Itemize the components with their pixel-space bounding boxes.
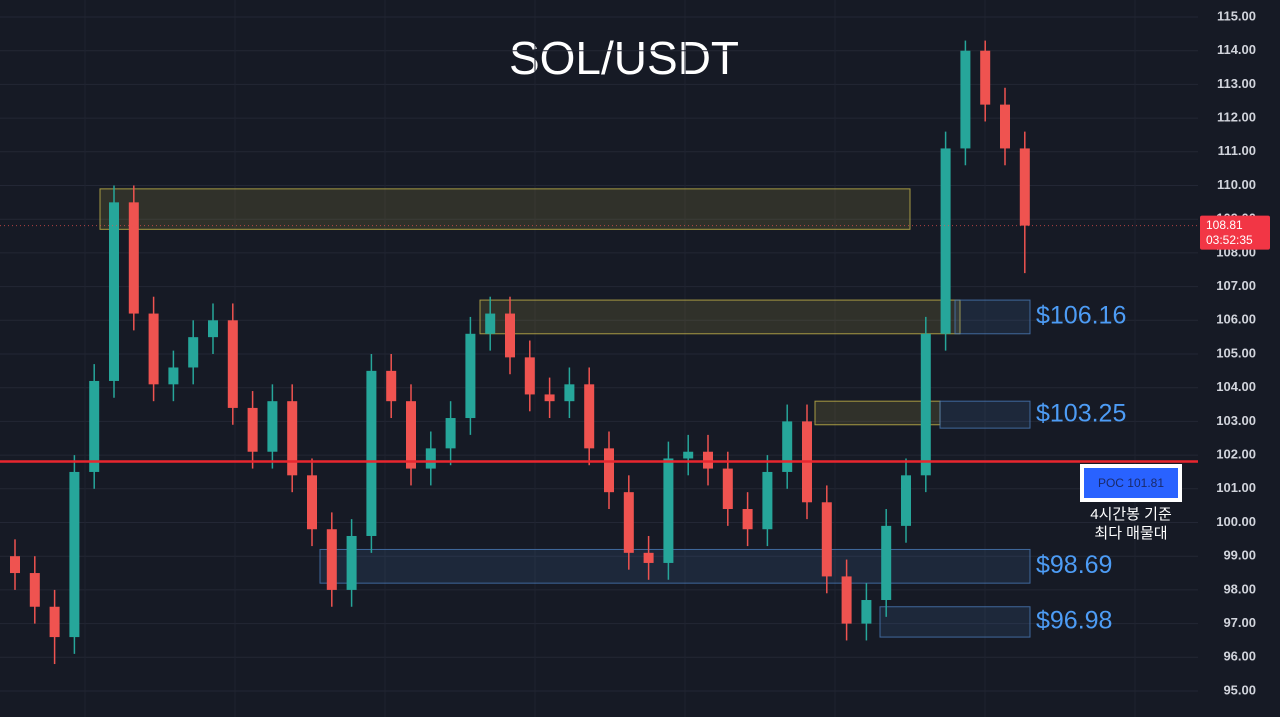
candle-body: [722, 468, 733, 510]
y-tick-label: 97.00: [1223, 615, 1256, 630]
candle-body: [1000, 104, 1010, 149]
zone: [954, 299, 1031, 335]
countdown-label: 03:52:35: [1206, 233, 1253, 247]
candle-body: [208, 320, 218, 338]
candle-body: [227, 320, 238, 408]
candle-body: [584, 384, 595, 449]
candle-body: [742, 509, 753, 530]
candle-body: [366, 370, 377, 536]
y-tick-label: 100.00: [1216, 514, 1256, 529]
poc-label: POC 101.81: [1098, 476, 1164, 490]
candle-body: [69, 471, 80, 638]
y-tick-label: 106.00: [1216, 312, 1256, 327]
candle-body: [386, 370, 397, 402]
zone-label: $96.98: [1036, 607, 1112, 635]
candle-body: [861, 600, 872, 624]
y-tick-label: 103.00: [1216, 413, 1256, 428]
candle-body: [287, 401, 298, 476]
last-price-box: [1200, 215, 1270, 250]
candle-body: [940, 148, 951, 334]
zone: [319, 548, 1031, 584]
candle-body: [643, 552, 654, 563]
y-tick-label: 110.00: [1217, 177, 1256, 192]
y-tick-label: 113.00: [1217, 76, 1256, 91]
candle-body: [920, 333, 931, 476]
candle-body: [980, 50, 991, 105]
zone: [479, 299, 961, 335]
candle-body: [564, 384, 575, 402]
candle-body: [307, 475, 317, 530]
candle-body: [604, 448, 614, 493]
candle-body: [524, 357, 535, 395]
candle-body: [10, 556, 20, 574]
y-tick-label: 95.00: [1223, 682, 1256, 697]
zone-label: $103.25: [1036, 399, 1126, 427]
y-tick-label: 112.00: [1217, 110, 1256, 125]
candle-body: [425, 448, 436, 469]
candle-body: [267, 401, 278, 452]
candle-body: [406, 401, 416, 469]
candle-body: [326, 529, 337, 590]
y-tick-label: 114.00: [1217, 42, 1256, 57]
candle-body: [346, 535, 357, 590]
y-tick-label: 111.00: [1218, 143, 1256, 158]
y-tick-label: 115.00: [1217, 8, 1256, 23]
y-tick-label: 96.00: [1223, 649, 1256, 664]
candle-body: [881, 525, 892, 601]
y-tick-label: 101.00: [1216, 480, 1256, 495]
candle-body: [703, 451, 713, 469]
zone-label: $106.16: [1036, 302, 1126, 330]
candle-body: [821, 502, 832, 577]
candle-body: [128, 202, 139, 314]
note-text: 4시간봉 기준: [1090, 506, 1172, 523]
candle-body: [188, 337, 199, 368]
candle-body: [960, 50, 971, 149]
candle-body: [29, 573, 40, 607]
candle-body: [505, 313, 515, 358]
candle-body: [89, 380, 100, 472]
candle-body: [1019, 148, 1030, 226]
last-price-label: 108.81: [1206, 218, 1243, 232]
zone: [99, 188, 911, 230]
candle-body: [148, 313, 159, 385]
candle-body: [762, 471, 773, 530]
y-tick-label: 105.00: [1216, 345, 1256, 360]
candle-body: [683, 451, 694, 459]
zone: [939, 400, 1031, 429]
candle-body: [782, 421, 793, 472]
candle-body: [485, 313, 496, 334]
y-tick-label: 104.00: [1216, 379, 1256, 394]
candle-body: [623, 492, 634, 553]
y-tick-label: 102.00: [1216, 447, 1256, 462]
y-tick-label: 107.00: [1216, 278, 1256, 293]
candle-body: [901, 475, 911, 526]
candle-body: [445, 418, 456, 449]
zone-label: $98.69: [1036, 551, 1112, 579]
candle-body: [247, 407, 258, 452]
y-tick-label: 99.00: [1223, 548, 1256, 563]
y-tick-label: 98.00: [1223, 581, 1256, 596]
note-text: 최다 매물대: [1094, 525, 1167, 542]
candle-body: [168, 367, 179, 385]
candle-body: [544, 394, 555, 402]
candle-body: [841, 576, 852, 624]
poc-box: [1080, 464, 1182, 502]
candle-body: [465, 333, 476, 419]
chart-title: SOL/USDT: [509, 32, 739, 84]
zone: [879, 606, 1031, 638]
candle-body: [49, 606, 60, 638]
candle-body: [109, 202, 119, 381]
candle-body: [663, 458, 674, 563]
